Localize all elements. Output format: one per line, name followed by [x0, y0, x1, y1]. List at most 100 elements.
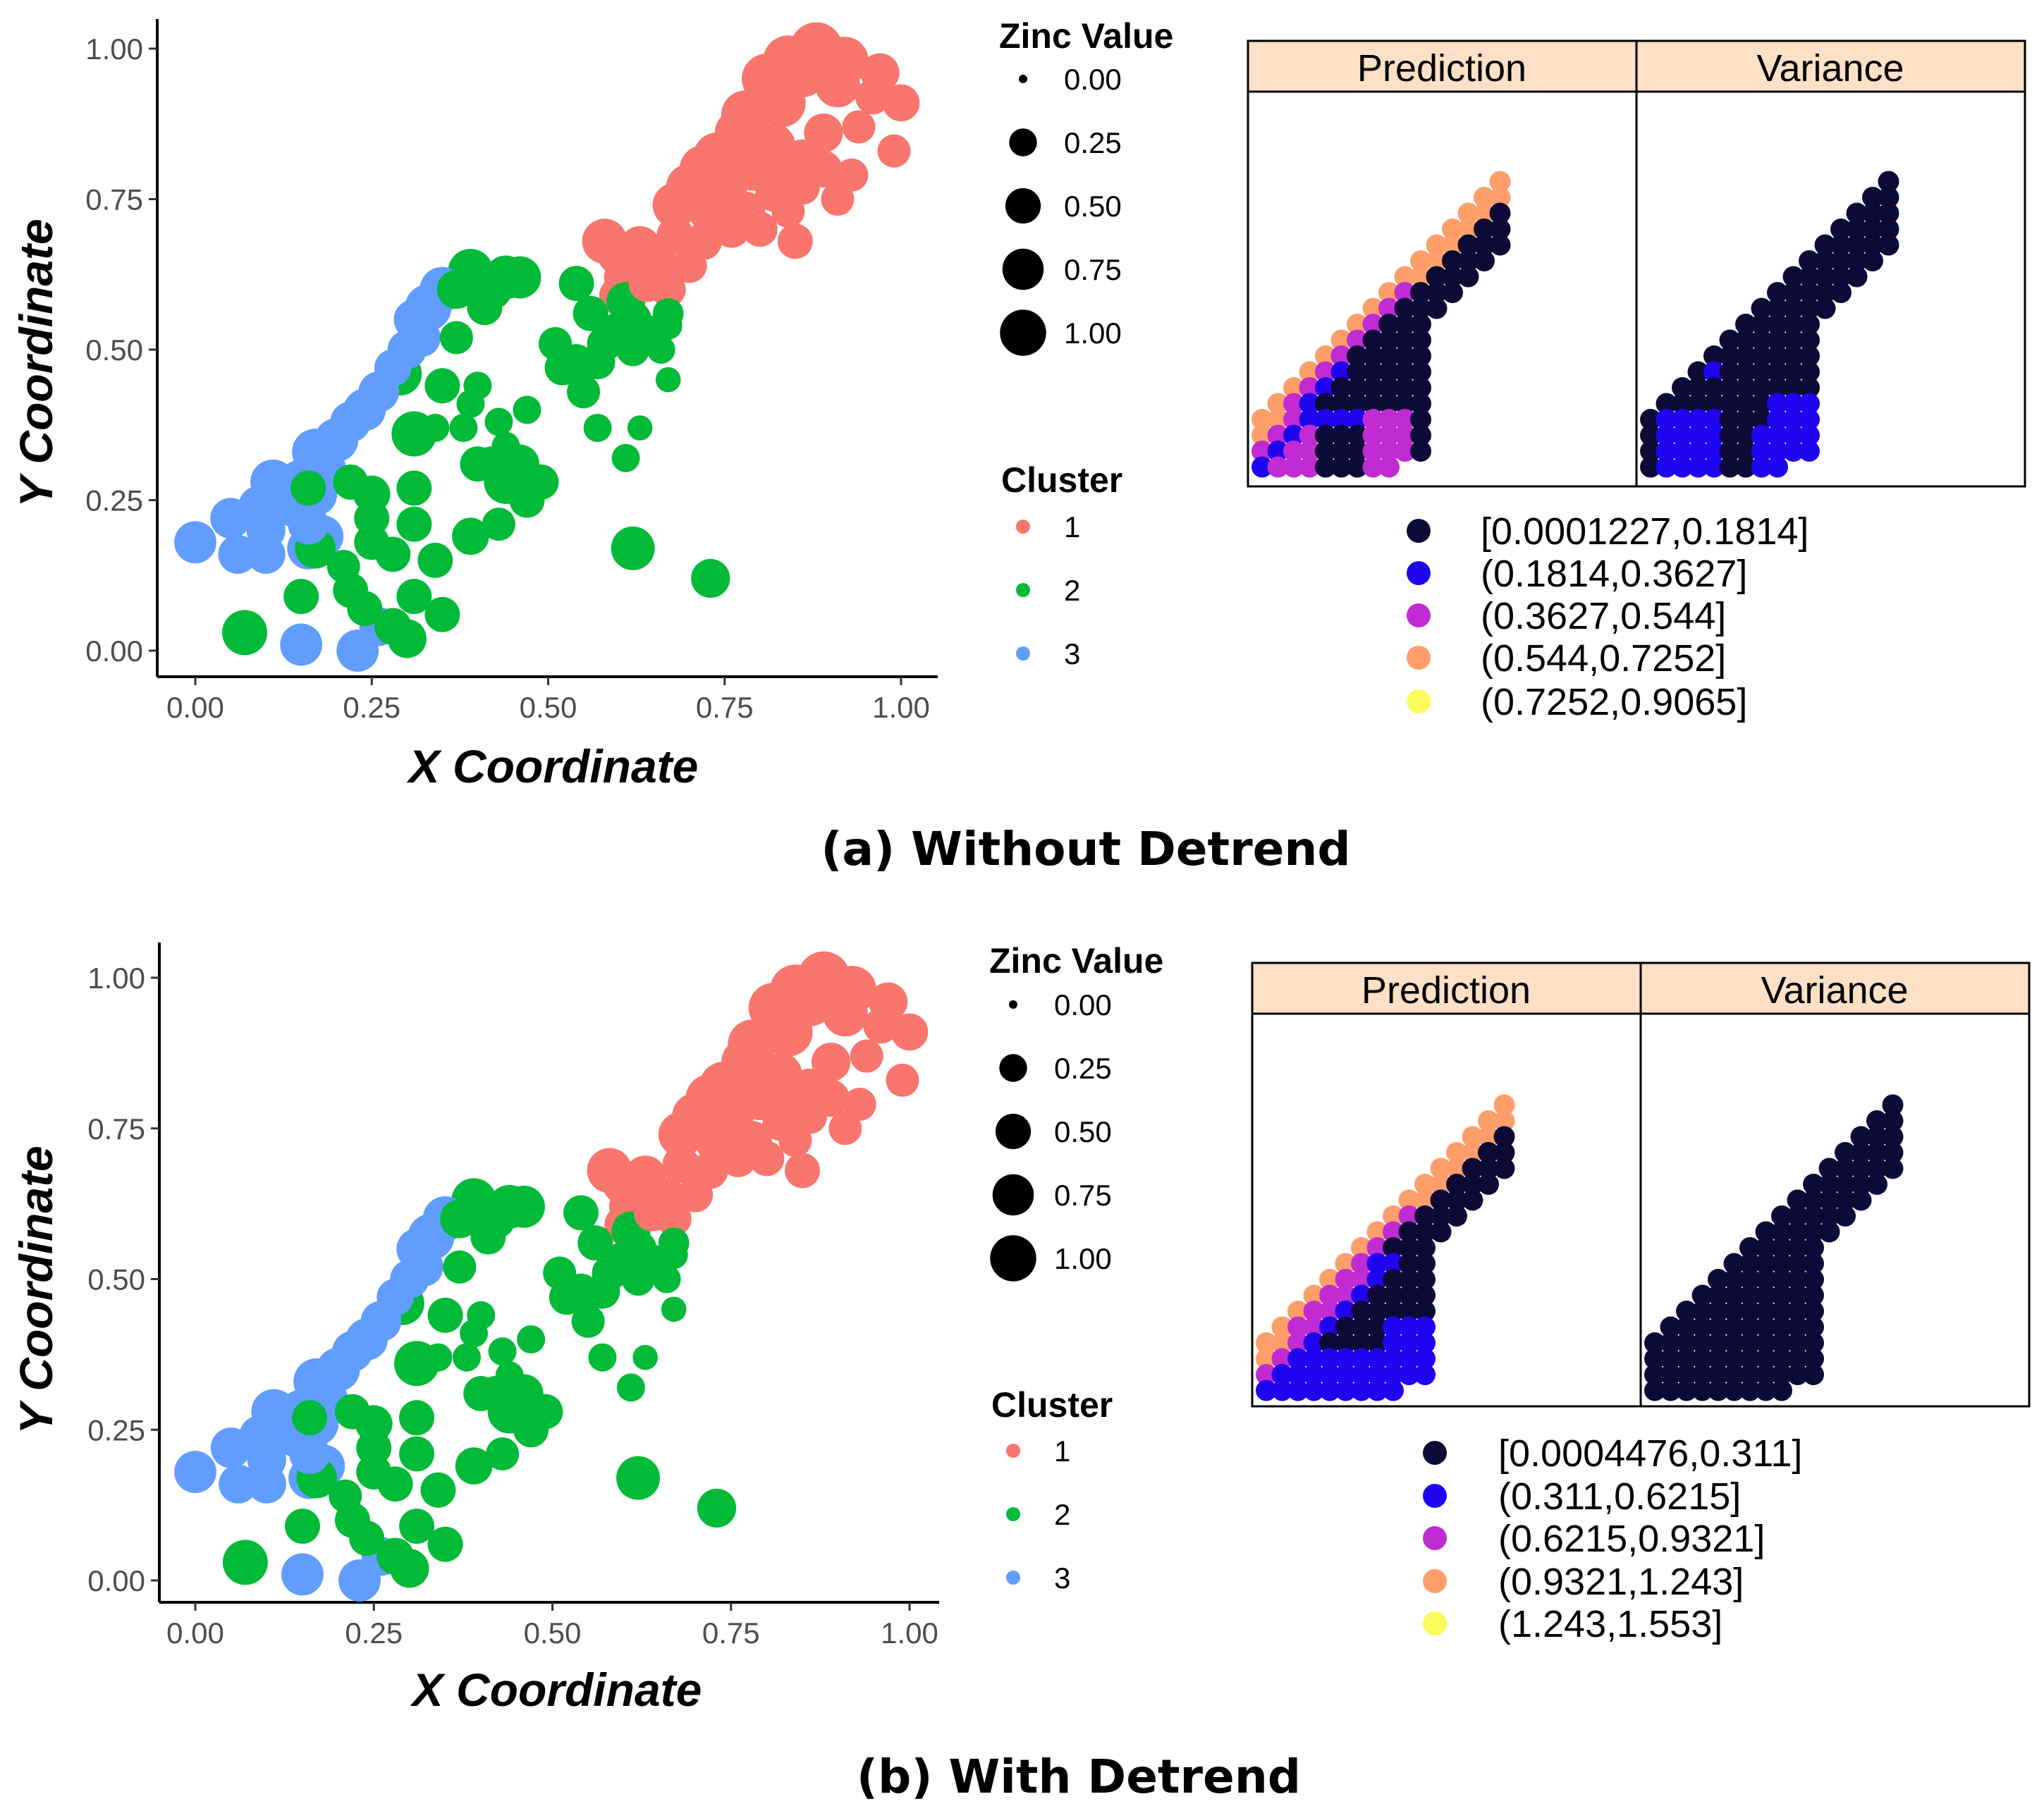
variance-cell — [1751, 345, 1773, 367]
cluster-1-point — [721, 1038, 769, 1086]
variance-cell — [1787, 1189, 1809, 1211]
prediction-cell — [1299, 441, 1321, 462]
prediction-cell — [1287, 1364, 1309, 1385]
variance-cell — [1787, 1221, 1809, 1243]
prediction-cell — [1489, 171, 1511, 192]
variance-cell — [1660, 1332, 1682, 1353]
variance-cell — [1771, 1380, 1792, 1401]
variance-cell — [1803, 1348, 1824, 1370]
prediction-cell — [1351, 1364, 1372, 1385]
variance-cell — [1830, 266, 1852, 288]
cluster-3-point — [289, 1433, 330, 1475]
prediction-cell — [1252, 424, 1273, 446]
prediction-cell — [1351, 1253, 1372, 1275]
size-legend-key — [1005, 188, 1041, 224]
prediction-cell — [1414, 1316, 1436, 1338]
prediction-cell — [1283, 424, 1304, 446]
x-tick-label: 0.00 — [166, 1616, 224, 1650]
variance-cell — [1719, 345, 1741, 367]
variance-cell — [1703, 393, 1725, 414]
prediction-cell — [1457, 234, 1479, 256]
cluster-2-point — [577, 1225, 613, 1261]
cluster-2-point — [571, 1304, 605, 1338]
cluster-legend-a: 1 2 3 — [1016, 510, 1080, 670]
variance-cell — [1708, 1364, 1729, 1385]
prediction-cell — [1362, 297, 1384, 319]
prediction-cell — [1446, 1142, 1467, 1163]
prediction-strip-b — [1251, 962, 1642, 1015]
cluster-2-point — [449, 414, 478, 443]
variance-cell — [1799, 250, 1820, 271]
cluster-3-point — [246, 534, 286, 574]
prediction-map-b — [1256, 1094, 1515, 1401]
prediction-cell — [1271, 1332, 1293, 1353]
cluster-2-point — [697, 1488, 737, 1528]
prediction-cell — [1283, 456, 1304, 478]
cluster-2-point — [290, 470, 326, 506]
cluster-3-point — [210, 1427, 252, 1468]
variance-cell — [1676, 1380, 1697, 1401]
variance-cell — [1799, 377, 1820, 398]
variance-cell — [1751, 377, 1773, 398]
variance-cell — [1703, 456, 1725, 478]
bin-label-b-4: (0.9321,1.243] — [1498, 1561, 1744, 1603]
prediction-cell — [1366, 1332, 1388, 1353]
prediction-cell — [1347, 424, 1368, 446]
size-legend-key — [1002, 248, 1044, 290]
prediction-cell — [1383, 1269, 1404, 1290]
bin-swatch-a-2 — [1407, 561, 1431, 585]
variance-cell — [1878, 187, 1899, 208]
variance-cell — [1803, 1237, 1824, 1258]
cluster-2-point — [488, 1337, 517, 1366]
variance-cell — [1687, 361, 1709, 383]
prediction-cell — [1398, 1189, 1420, 1211]
cluster-1-point — [877, 134, 911, 168]
cluster-2-point — [396, 579, 432, 615]
variance-cell — [1782, 314, 1804, 335]
prediction-cell — [1442, 234, 1463, 256]
variance-cell — [1739, 1364, 1761, 1385]
cluster-1-point — [650, 271, 686, 307]
cluster-2-point — [347, 591, 383, 627]
variance-cell — [1703, 345, 1725, 367]
prediction-cell — [1299, 424, 1321, 446]
prediction-cell — [1398, 1301, 1420, 1322]
variance-cell — [1751, 456, 1773, 478]
prediction-cell — [1426, 266, 1448, 288]
variance-cell — [1782, 282, 1804, 303]
variance-cell — [1799, 441, 1820, 462]
cluster-3-point — [174, 521, 216, 564]
cluster-1-point — [863, 1008, 899, 1044]
variance-cell — [1882, 1157, 1904, 1179]
prediction-cell — [1378, 409, 1400, 430]
prediction-cell — [1478, 1174, 1499, 1195]
cluster-2-point — [491, 431, 520, 460]
variance-cell — [1835, 1189, 1856, 1211]
variance-cell — [1739, 1316, 1761, 1338]
variance-cell — [1882, 1142, 1904, 1163]
prediction-cell — [1315, 361, 1336, 383]
bin-swatch-b-5 — [1423, 1611, 1447, 1635]
cluster-1-point — [785, 1153, 821, 1189]
prediction-cell — [1351, 1316, 1372, 1338]
variance-cell — [1703, 424, 1725, 446]
variance-cell — [1755, 1301, 1777, 1322]
variance-cell — [1672, 377, 1693, 398]
y-tick-label: 0.25 — [85, 484, 143, 517]
prediction-cell — [1319, 1364, 1340, 1385]
variance-cell — [1751, 314, 1773, 335]
variance-cell — [1719, 393, 1741, 414]
variance-cell — [1787, 1205, 1809, 1227]
prediction-cell — [1283, 441, 1304, 462]
prediction-cell — [1398, 1237, 1420, 1258]
prediction-cell — [1474, 187, 1495, 208]
variance-cell — [1691, 1348, 1713, 1370]
cluster-2-point — [375, 536, 411, 572]
prediction-cell — [1489, 202, 1511, 224]
cluster-1-point — [882, 84, 920, 122]
prediction-cell — [1366, 1316, 1388, 1338]
variance-cell — [1708, 1301, 1729, 1322]
cluster-3-point — [219, 1464, 258, 1504]
cluster-2-point — [334, 1394, 370, 1430]
cluster-2-point — [399, 1400, 435, 1436]
